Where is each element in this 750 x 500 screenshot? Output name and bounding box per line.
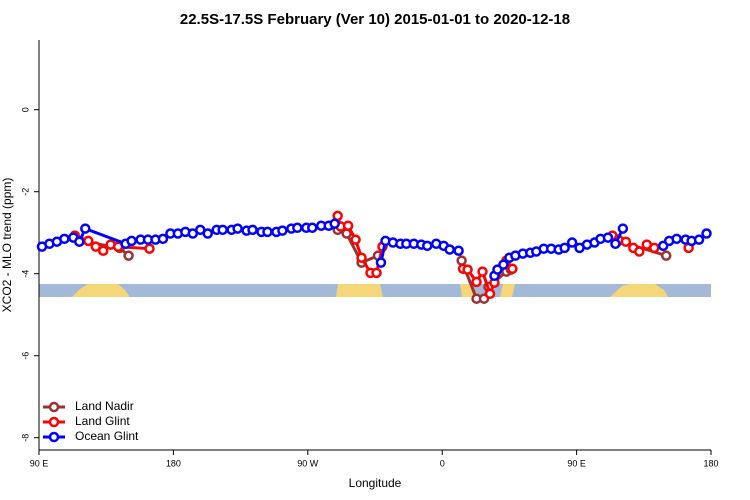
y-axis-label: XCO2 - MLO trend (ppm) (0, 178, 14, 313)
data-point (471, 276, 482, 288)
legend-label: Ocean Glint (75, 429, 139, 443)
data-point (453, 245, 464, 256)
data-point (123, 250, 134, 261)
data-point (144, 243, 155, 254)
data-point (462, 264, 473, 275)
data-point (660, 250, 672, 261)
x-tick-label: 0 (440, 458, 445, 468)
x-tick-label: 180 (703, 458, 718, 468)
land (500, 284, 515, 297)
x-axis-label: Longitude (349, 476, 402, 490)
data-point (507, 263, 518, 275)
land (336, 284, 383, 297)
data-point (671, 233, 682, 245)
y-tick-label: -2 (20, 188, 30, 196)
data-point (126, 235, 137, 247)
data-point (634, 246, 645, 257)
data-point (356, 252, 367, 263)
data-point (232, 223, 243, 234)
data-point (649, 242, 660, 254)
data-point (444, 244, 455, 255)
data-point (559, 242, 570, 254)
y-tick-label: -4 (20, 270, 30, 278)
data-point (217, 224, 228, 236)
data-point (375, 257, 387, 268)
x-tick-label: 90 E (30, 458, 49, 468)
data-point (371, 267, 382, 279)
legend-label: Land Glint (75, 414, 130, 428)
land (72, 284, 130, 297)
data-point (610, 238, 621, 250)
y-tick-label: -6 (20, 352, 30, 360)
chart-title: 22.5S-17.5S February (Ver 10) 2015-01-01… (180, 11, 570, 28)
data-point (602, 232, 614, 243)
x-tick-label: 90 W (297, 458, 319, 468)
data-point (74, 236, 85, 247)
land-mask (39, 284, 711, 297)
data-point (277, 225, 288, 236)
data-point (342, 220, 354, 231)
y-tick-label: 0 (20, 107, 30, 112)
legend-label: Land Nadir (75, 399, 134, 413)
data-point (350, 234, 361, 245)
data-point (693, 234, 705, 245)
legend-marker (48, 401, 60, 413)
data-point (566, 237, 578, 248)
x-tick-label: 180 (166, 458, 181, 468)
data-point (484, 288, 496, 300)
data-point (422, 240, 433, 252)
data-point (83, 235, 94, 247)
data-point (329, 218, 340, 229)
y-tick-label: -8 (20, 434, 30, 442)
data-point (701, 228, 712, 239)
data-point (307, 222, 318, 234)
data-point (292, 222, 303, 234)
data-point (477, 266, 488, 277)
x-tick-label: 90 E (567, 458, 586, 468)
data-point (157, 233, 169, 245)
data-point (97, 245, 109, 256)
data-point (80, 223, 91, 234)
data-point (456, 255, 467, 266)
data-point (617, 223, 629, 234)
data-point (90, 241, 101, 252)
land (610, 284, 668, 297)
data-point (498, 259, 509, 270)
legend-marker (48, 431, 60, 443)
data-point (202, 228, 213, 239)
data-point (620, 236, 632, 247)
data-point (59, 233, 70, 245)
legend-marker (48, 416, 60, 428)
data-point (262, 226, 273, 238)
data-point (247, 224, 258, 236)
